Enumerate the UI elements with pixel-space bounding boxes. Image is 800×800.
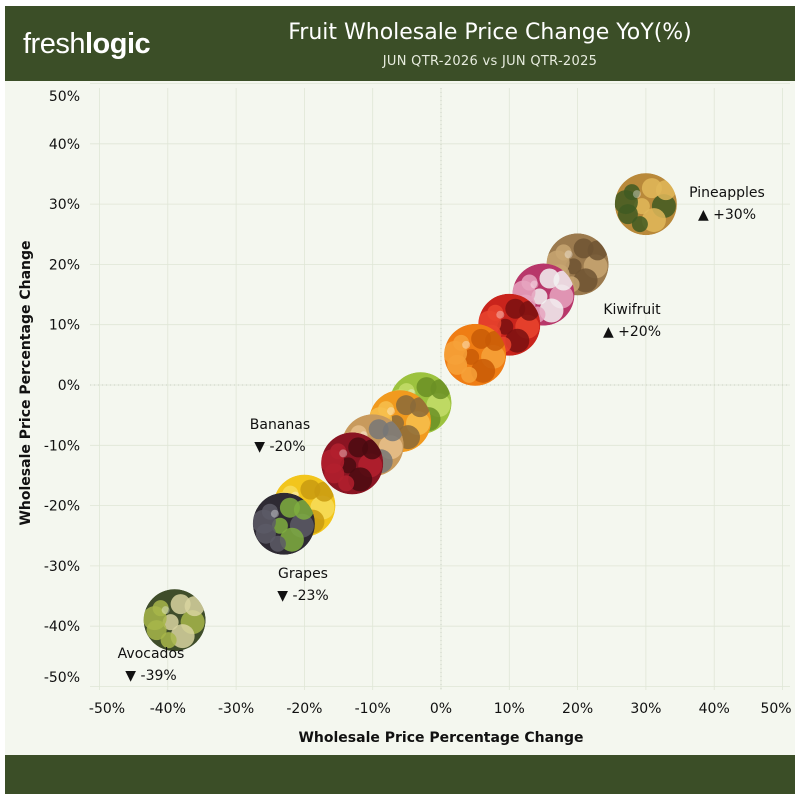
- x-tick-label: -30%: [218, 701, 254, 717]
- grid-lines: [90, 83, 790, 690]
- cherry-icon: [321, 432, 384, 495]
- y-tick-labels: 50% 40% 30% 20% 10% 0% -10% -20% -30% -40% -50%: [44, 89, 80, 686]
- y-tick-label: -30%: [44, 559, 80, 575]
- logo-bold-text: logic: [84, 28, 151, 60]
- y-tick-label: 0%: [58, 378, 80, 394]
- point-label-change: ▼ -23%: [277, 588, 328, 604]
- orange-icon: [444, 323, 507, 386]
- avocado-icon: [143, 589, 206, 652]
- point-label-change: ▲ +30%: [698, 207, 756, 223]
- x-tick-label: -50%: [89, 701, 125, 717]
- point-label-name: Grapes: [278, 566, 328, 582]
- data-points: [143, 173, 677, 652]
- y-tick-label: 40%: [49, 137, 80, 153]
- grape-icon: [252, 492, 315, 555]
- point-label-name: Kiwifruit: [603, 302, 661, 318]
- chart-subtitle: JUN QTR-2026 vs JUN QTR-2025: [382, 54, 598, 69]
- x-tick-labels: -50% -40% -30% -20% -10% 0% 10% 20% 30% 40% 50%: [89, 701, 792, 717]
- logo-light-text: fresh: [23, 28, 85, 60]
- x-tick-label: 40%: [699, 701, 730, 717]
- y-tick-label: 10%: [49, 318, 80, 334]
- y-tick-label: -10%: [44, 438, 80, 454]
- header-bar: freshlogic Fruit Wholesale Price Change …: [5, 6, 795, 81]
- point-label-change: ▲ +20%: [603, 324, 661, 340]
- x-tick-label: 20%: [562, 701, 593, 717]
- point-label-name: Pineapples: [689, 185, 765, 201]
- pineapple-icon: [614, 173, 677, 236]
- y-axis-title: Wholesale Price Percentage Change: [18, 240, 34, 525]
- y-tick-label: -40%: [44, 619, 80, 635]
- x-tick-label: 30%: [630, 701, 661, 717]
- x-tick-label: -20%: [286, 701, 322, 717]
- x-tick-label: 0%: [430, 701, 452, 717]
- point-label-name: Bananas: [250, 417, 310, 433]
- point-labels: Pineapples ▲ +30% Kiwifruit ▲ +20% Bananas ▼ …: [118, 185, 765, 684]
- freshlogic-logo: freshlogic: [23, 28, 151, 61]
- x-tick-label: -40%: [150, 701, 186, 717]
- chart-title: Fruit Wholesale Price Change YoY(%): [288, 20, 692, 45]
- x-tick-label: 10%: [494, 701, 525, 717]
- y-tick-label: 50%: [49, 89, 80, 105]
- y-tick-label: -50%: [44, 670, 80, 686]
- point-label-name: Avocados: [118, 646, 185, 662]
- y-tick-label: -20%: [44, 499, 80, 515]
- y-tick-label: 20%: [49, 257, 80, 273]
- point-label-change: ▼ -20%: [254, 439, 305, 455]
- x-tick-label: 50%: [760, 701, 791, 717]
- x-axis-title: Wholesale Price Percentage Change: [298, 730, 583, 746]
- y-tick-label: 30%: [49, 197, 80, 213]
- x-tick-label: -10%: [355, 701, 391, 717]
- point-label-change: ▼ -39%: [125, 668, 176, 684]
- footer-bar: [5, 755, 795, 794]
